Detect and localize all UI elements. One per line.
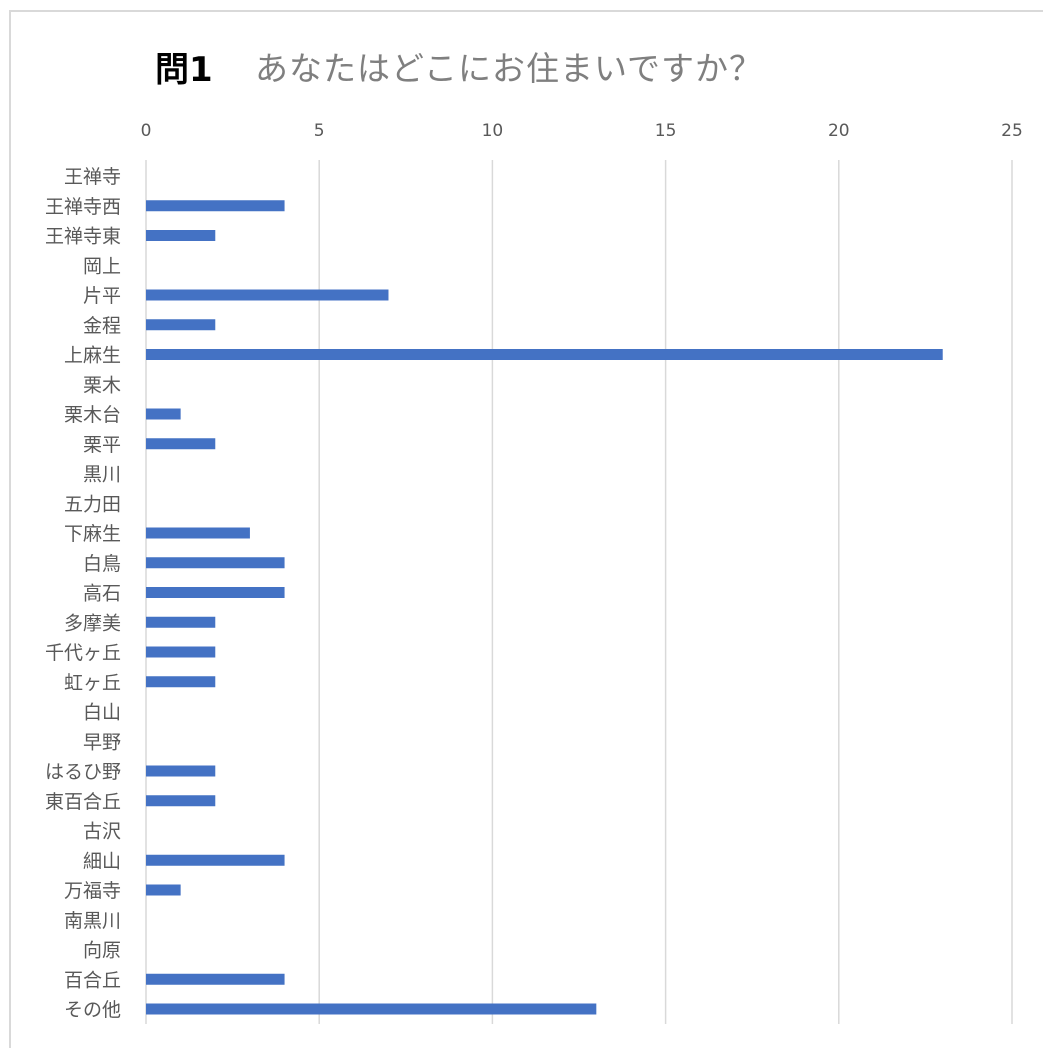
bar [146,973,285,985]
bar [146,289,389,301]
category-label: 金程 [83,315,121,337]
category-label: 向原 [83,940,121,962]
category-label: 王禅寺西 [45,196,121,218]
category-labels: 王禅寺王禅寺西王禅寺東岡上片平金程上麻生栗木栗木台栗平黒川五力田下麻生白鳥高石多… [45,166,121,1021]
bar [146,200,285,212]
bar [146,319,216,331]
category-label: 多摩美 [64,612,121,634]
chart-title-prefix: 問1 [155,50,213,90]
category-label: 白山 [83,702,121,724]
bar [146,765,216,777]
bar [146,557,285,569]
bar [146,1003,597,1015]
x-tick-label: 20 [828,121,850,141]
bar [146,438,216,450]
category-label: 虹ヶ丘 [64,672,121,694]
category-label: 五力田 [64,493,121,515]
bar [146,854,285,866]
category-label: 細山 [83,850,121,872]
category-label: 栗木 [83,374,121,396]
bar [146,616,216,628]
x-tick-label: 0 [141,121,152,141]
chart-frame [9,10,1043,1048]
category-label: 岡上 [83,255,121,277]
category-label: 白鳥 [83,553,121,575]
category-label: 万福寺 [64,880,121,902]
bar [146,230,216,241]
category-label: 栗木台 [64,404,121,426]
category-label: 下麻生 [64,523,121,545]
category-label: 古沢 [83,821,121,843]
bar [146,676,216,688]
category-label: はるひ野 [45,761,121,783]
category-label: 黒川 [83,464,121,486]
bars [146,200,943,1015]
category-label: 王禅寺 [64,166,121,188]
category-label: 栗平 [83,434,121,456]
category-label: 南黒川 [64,910,121,932]
category-label: その他 [64,999,121,1021]
category-label: 早野 [83,731,121,753]
bar [146,587,285,598]
gridlines [145,160,1013,1024]
x-tick-label: 10 [482,121,504,141]
bar [146,795,216,807]
category-label: 百合丘 [64,969,121,991]
bar [146,646,216,658]
x-tick-label: 5 [314,121,325,141]
chart-title: あなたはどこにお住まいですか？ [255,49,764,88]
category-label: 千代ヶ丘 [45,642,121,664]
x-axis-ticks: 0 5 10 15 20 25 [141,121,1023,141]
category-label: 高石 [83,583,121,605]
category-label: 東百合丘 [45,791,121,813]
bar [146,408,181,420]
bar [146,884,181,896]
bar [146,349,943,360]
category-label: 王禅寺東 [45,226,121,248]
bar [146,527,250,539]
x-tick-label: 25 [1001,121,1023,141]
category-label: 上麻生 [64,345,121,367]
category-label: 片平 [83,285,121,307]
x-tick-label: 15 [655,121,677,141]
